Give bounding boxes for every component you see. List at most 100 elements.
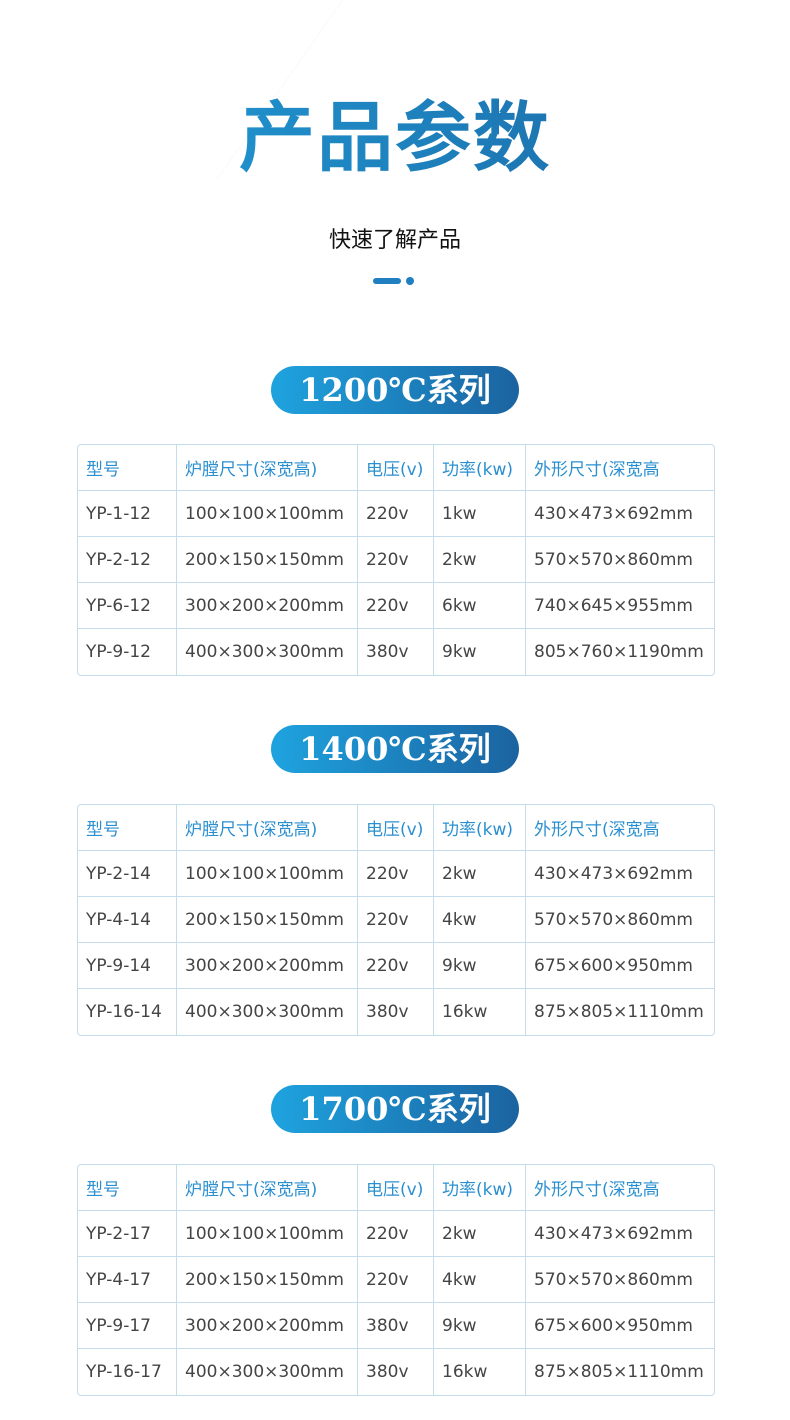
column-header: 型号 bbox=[78, 1165, 177, 1211]
table-cell: YP-4-14 bbox=[78, 897, 177, 943]
spec-table: 型号 炉膛尺寸(深宽高) 电压(v) 功率(kw) 外形尺寸(深宽高 YP-2-17 100… bbox=[77, 1164, 715, 1396]
table-cell: 570×570×860mm bbox=[526, 1257, 714, 1303]
series-title-badge: 1200℃系列 bbox=[271, 366, 519, 414]
table-cell: 875×805×1110mm bbox=[534, 1362, 704, 1382]
column-header: 外形尺寸(深宽高 bbox=[526, 1165, 714, 1211]
column-header: 炉膛尺寸(深宽高) bbox=[177, 805, 358, 851]
table-cell: 2kw bbox=[434, 851, 526, 897]
table-cell: 675×600×950mm bbox=[526, 1303, 714, 1349]
table-cell: 220v bbox=[358, 1257, 434, 1303]
column-header: 外形尺寸(深宽高 bbox=[526, 445, 714, 491]
table-cell: YP-9-14 bbox=[78, 943, 177, 989]
table-cell: 200×150×150mm bbox=[177, 1257, 358, 1303]
table-cell: 220v bbox=[358, 583, 434, 629]
table-cell: 380v bbox=[358, 989, 434, 1035]
column-header: 功率(kw) bbox=[434, 1165, 526, 1211]
column-header: 电压(v) bbox=[358, 1165, 434, 1211]
column-header: 型号 bbox=[78, 445, 177, 491]
spec-table: 型号 炉膛尺寸(深宽高) 电压(v) 功率(kw) 外形尺寸(深宽高 YP-2-14 100… bbox=[77, 804, 715, 1036]
table-cell: 805×760×1190mm bbox=[534, 642, 704, 662]
table-cell: 400×300×300mm bbox=[177, 989, 358, 1035]
column-header: 炉膛尺寸(深宽高) bbox=[177, 1165, 358, 1211]
column-header: 外形尺寸(深宽高 bbox=[526, 805, 714, 851]
table-row: YP-16-14 400×300×300mm 380v 16kw 875×805×111… bbox=[78, 989, 714, 1035]
table-row: YP-6-12 300×200×200mm 220v 6kw 740×645×955mm bbox=[78, 583, 714, 629]
table-row: YP-9-14 300×200×200mm 220v 9kw 675×600×950mm bbox=[78, 943, 714, 989]
table-cell: 9kw bbox=[434, 1303, 526, 1349]
table-header-row: 型号 炉膛尺寸(深宽高) 电压(v) 功率(kw) 外形尺寸(深宽高 bbox=[78, 805, 714, 851]
table-cell: YP-9-17 bbox=[78, 1303, 177, 1349]
table-row: YP-1-12 100×100×100mm 220v 1kw 430×473×692mm bbox=[78, 491, 714, 537]
series-title-badge: 1700℃系列 bbox=[271, 1085, 519, 1133]
table-cell: 675×600×950mm bbox=[526, 943, 714, 989]
table-row: YP-2-17 100×100×100mm 220v 2kw 430×473×692mm bbox=[78, 1211, 714, 1257]
table-cell: 875×805×1110mm bbox=[534, 1002, 704, 1022]
table-cell: 100×100×100mm bbox=[177, 491, 358, 537]
table-header-row: 型号 炉膛尺寸(深宽高) 电压(v) 功率(kw) 外形尺寸(深宽高 bbox=[78, 445, 714, 491]
table-cell: 400×300×300mm bbox=[177, 629, 358, 675]
table-cell: YP-6-12 bbox=[78, 583, 177, 629]
table-cell: 740×645×955mm bbox=[526, 583, 714, 629]
table-cell: 2kw bbox=[434, 1211, 526, 1257]
table-cell: 430×473×692mm bbox=[526, 491, 714, 537]
table-cell: 570×570×860mm bbox=[526, 537, 714, 583]
table-cell: YP-9-12 bbox=[78, 629, 177, 675]
table-row: YP-2-14 100×100×100mm 220v 2kw 430×473×692mm bbox=[78, 851, 714, 897]
table-row: YP-4-17 200×150×150mm 220v 4kw 570×570×860mm bbox=[78, 1257, 714, 1303]
table-cell: 380v bbox=[358, 629, 434, 675]
table-row: YP-16-17 400×300×300mm 380v 16kw 875×805×111… bbox=[78, 1349, 714, 1395]
table-cell: 220v bbox=[358, 851, 434, 897]
table-cell: 430×473×692mm bbox=[526, 851, 714, 897]
column-header: 炉膛尺寸(深宽高) bbox=[177, 445, 358, 491]
table-cell: 100×100×100mm bbox=[177, 851, 358, 897]
table-cell: 400×300×300mm bbox=[177, 1349, 358, 1395]
table-cell: 4kw bbox=[434, 1257, 526, 1303]
table-cell: YP-2-14 bbox=[78, 851, 177, 897]
table-cell: YP-4-17 bbox=[78, 1257, 177, 1303]
table-cell: 6kw bbox=[434, 583, 526, 629]
table-cell: 1kw bbox=[434, 491, 526, 537]
table-cell: 200×150×150mm bbox=[177, 897, 358, 943]
table-cell: 100×100×100mm bbox=[177, 1211, 358, 1257]
table-cell: 220v bbox=[358, 943, 434, 989]
table-cell: 380v bbox=[358, 1349, 434, 1395]
table-cell: 220v bbox=[358, 491, 434, 537]
divider-dash bbox=[373, 278, 401, 284]
page-title: 产品参数 bbox=[0, 90, 790, 186]
table-row: YP-9-12 400×300×300mm 380v 9kw 805×760×1190m… bbox=[78, 629, 714, 675]
table-cell: YP-2-12 bbox=[78, 537, 177, 583]
column-header: 电压(v) bbox=[358, 805, 434, 851]
table-cell: 16kw bbox=[434, 989, 526, 1035]
column-header: 电压(v) bbox=[358, 445, 434, 491]
spec-table: 型号 炉膛尺寸(深宽高) 电压(v) 功率(kw) 外形尺寸(深宽高 YP-1-12 100… bbox=[77, 444, 715, 676]
table-cell: 220v bbox=[358, 1211, 434, 1257]
table-cell: 380v bbox=[358, 1303, 434, 1349]
table-cell: 300×200×200mm bbox=[177, 1303, 358, 1349]
table-cell: 570×570×860mm bbox=[526, 897, 714, 943]
column-header: 型号 bbox=[78, 805, 177, 851]
table-header-row: 型号 炉膛尺寸(深宽高) 电压(v) 功率(kw) 外形尺寸(深宽高 bbox=[78, 1165, 714, 1211]
table-cell: 2kw bbox=[434, 537, 526, 583]
table-cell: 220v bbox=[358, 537, 434, 583]
table-row: YP-4-14 200×150×150mm 220v 4kw 570×570×860mm bbox=[78, 897, 714, 943]
table-row: YP-9-17 300×200×200mm 380v 9kw 675×600×950mm bbox=[78, 1303, 714, 1349]
series-title-badge: 1400℃系列 bbox=[271, 725, 519, 773]
table-cell: YP-16-14 bbox=[78, 989, 177, 1035]
column-header: 功率(kw) bbox=[434, 805, 526, 851]
table-cell: 9kw bbox=[434, 943, 526, 989]
table-cell: 430×473×692mm bbox=[526, 1211, 714, 1257]
table-cell: 200×150×150mm bbox=[177, 537, 358, 583]
table-cell: 4kw bbox=[434, 897, 526, 943]
table-row: YP-2-12 200×150×150mm 220v 2kw 570×570×860mm bbox=[78, 537, 714, 583]
table-cell: 300×200×200mm bbox=[177, 943, 358, 989]
table-cell: YP-2-17 bbox=[78, 1211, 177, 1257]
table-cell: 16kw bbox=[434, 1349, 526, 1395]
divider-dot bbox=[406, 277, 414, 285]
table-cell: YP-16-17 bbox=[78, 1349, 177, 1395]
page-subtitle: 快速了解产品 bbox=[328, 228, 461, 253]
table-cell: 9kw bbox=[434, 629, 526, 675]
table-cell: 300×200×200mm bbox=[177, 583, 358, 629]
table-cell: YP-1-12 bbox=[78, 491, 177, 537]
column-header: 功率(kw) bbox=[434, 445, 526, 491]
table-cell: 220v bbox=[358, 897, 434, 943]
